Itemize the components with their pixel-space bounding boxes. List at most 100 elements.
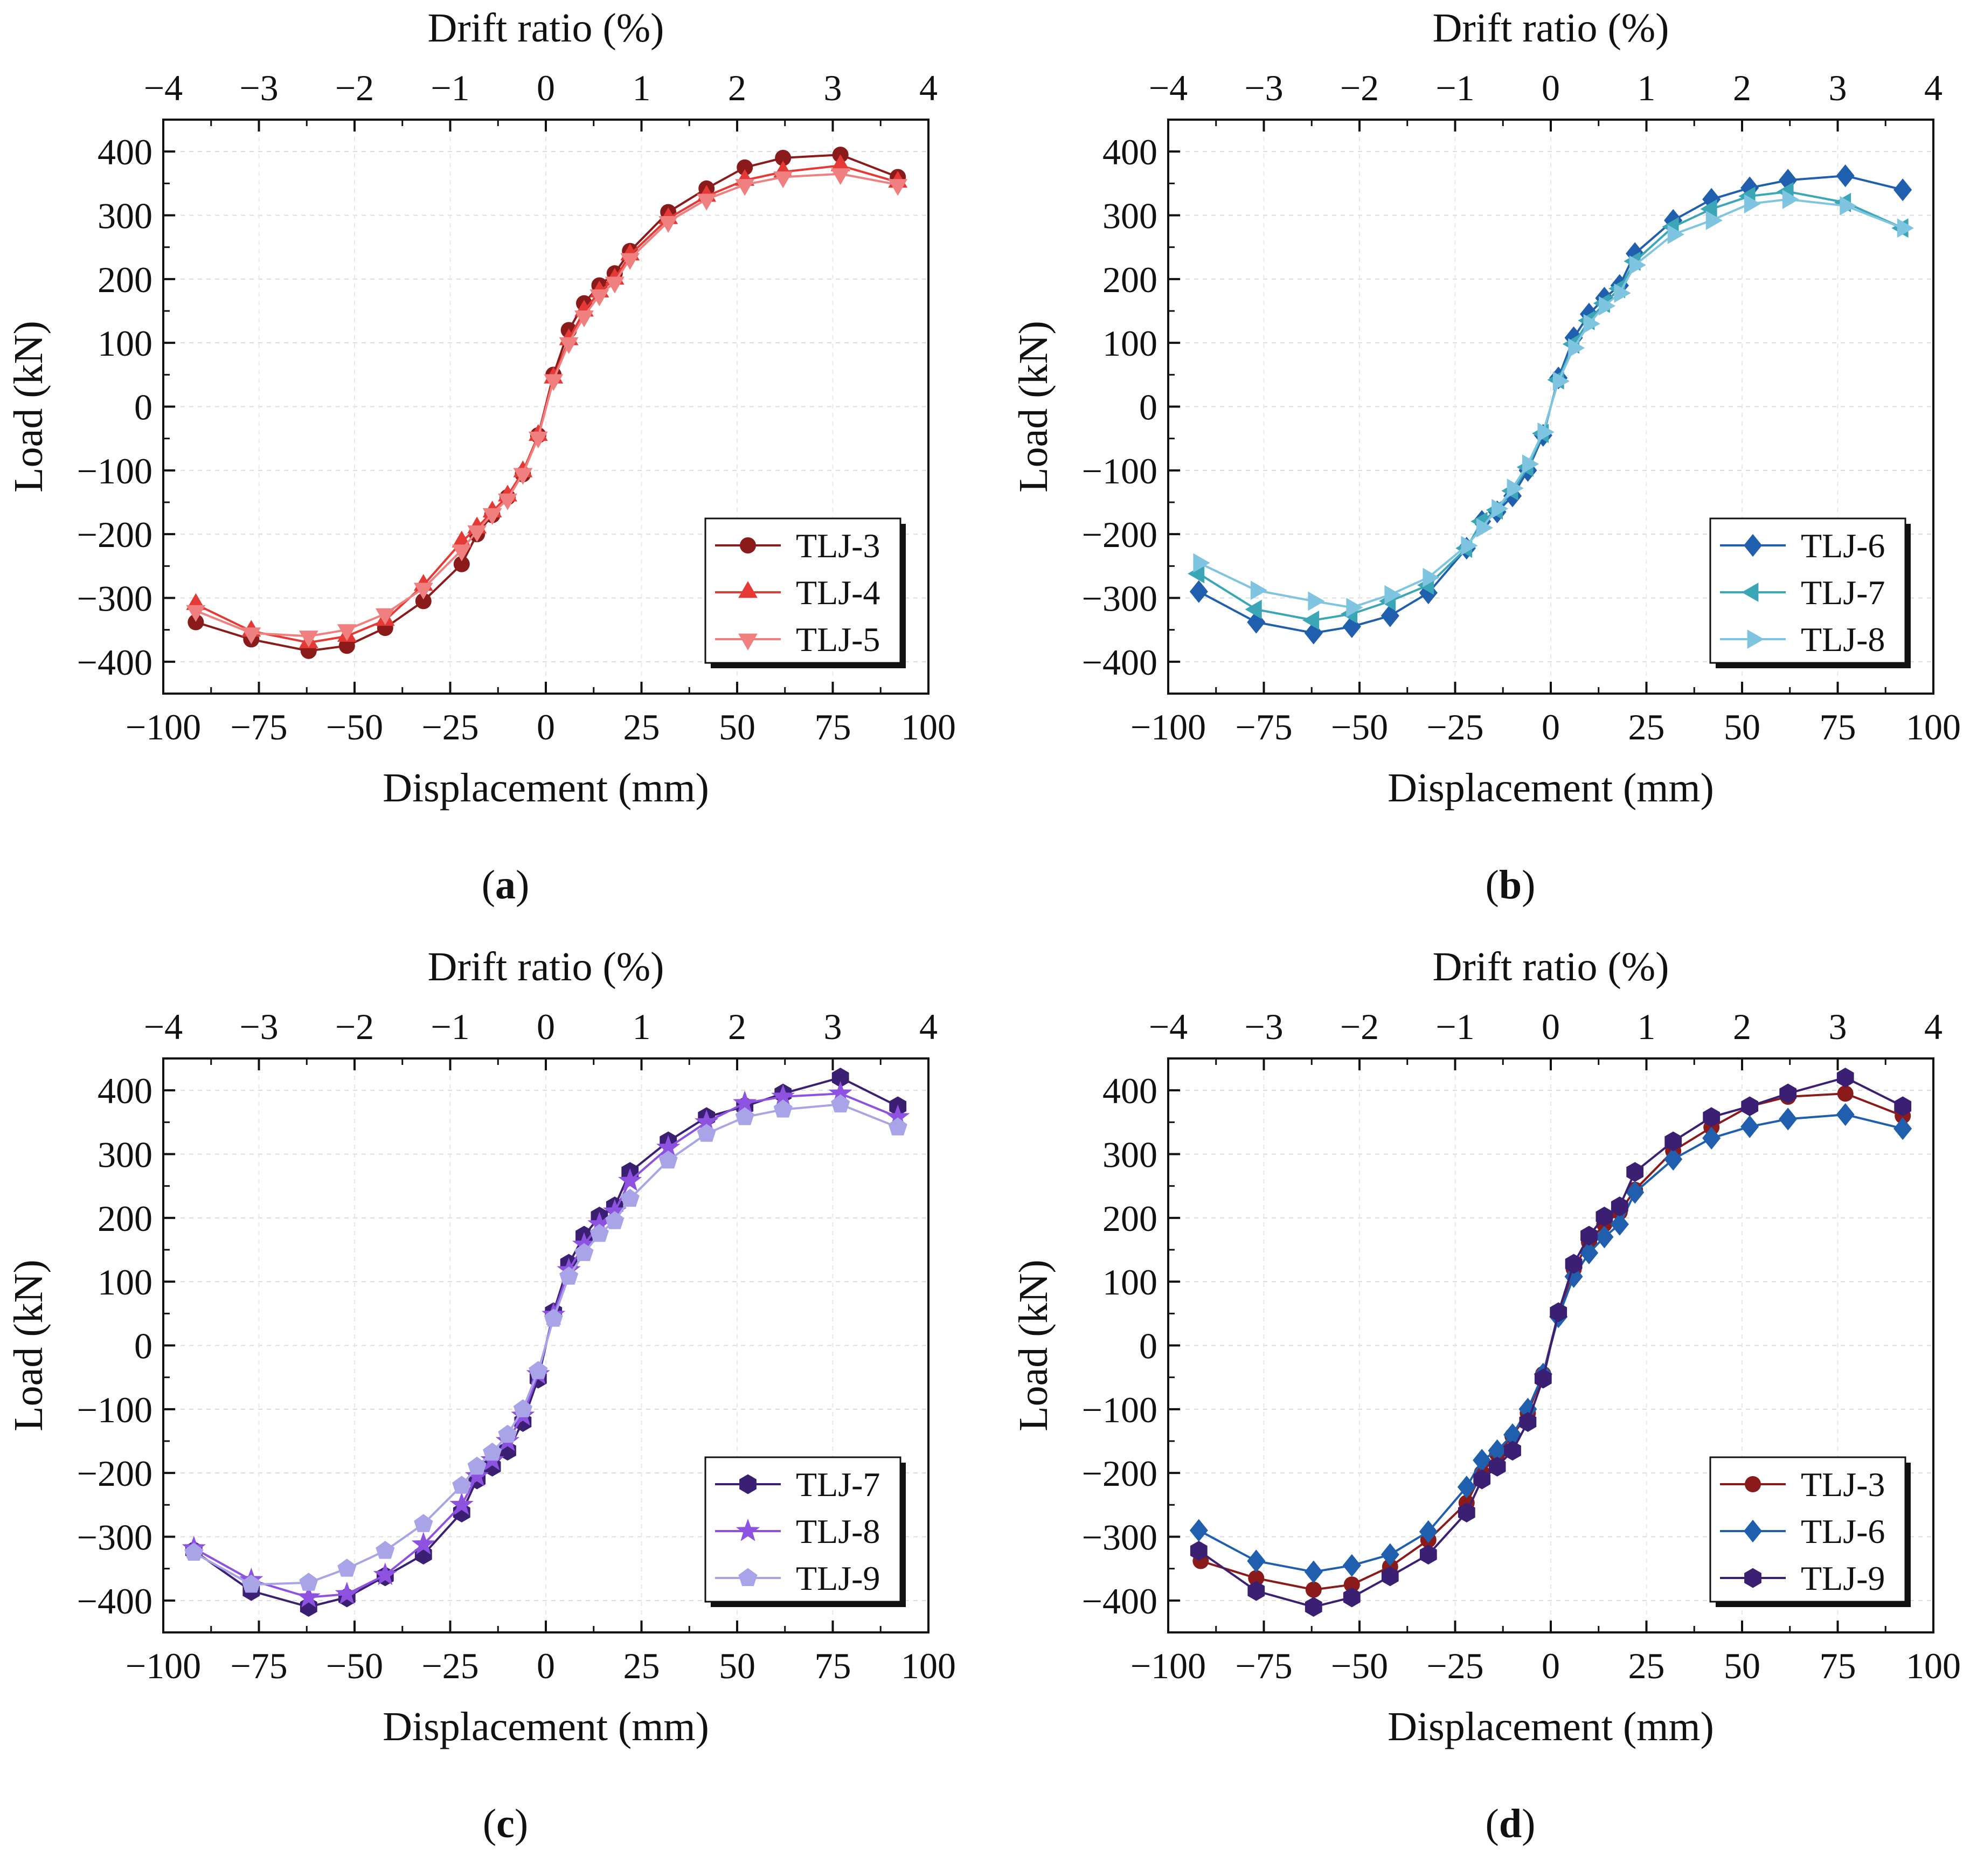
legend-label: TLJ-9: [1801, 1559, 1885, 1597]
x-tick-label: 75: [1820, 707, 1856, 747]
top-tick-label: −3: [239, 67, 278, 108]
x-tick-label: 100: [901, 707, 956, 747]
data-point: [186, 605, 206, 622]
top-tick-label: 1: [1638, 67, 1656, 108]
top-tick-label: −4: [1149, 1006, 1188, 1047]
legend-marker: [738, 1568, 758, 1586]
data-point: [1614, 283, 1631, 303]
top-tick-label: 1: [1638, 1006, 1656, 1047]
data-point: [1193, 553, 1210, 573]
data-point: [1245, 599, 1262, 619]
x-tick-label: 50: [719, 707, 755, 747]
data-point: [1595, 1226, 1614, 1249]
x-tick-label: −75: [230, 707, 287, 747]
series-tlj-9: [184, 1094, 907, 1593]
data-point: [1304, 1560, 1323, 1583]
y-tick-label: 400: [1102, 131, 1157, 172]
data-point: [1343, 1587, 1361, 1608]
data-point: [1840, 196, 1857, 216]
panel-label: (c): [483, 1801, 528, 1846]
data-point: [528, 431, 548, 449]
top-axis-title: Drift ratio (%): [1433, 5, 1669, 51]
top-tick-label: 4: [1924, 1006, 1943, 1047]
legend-marker: [738, 633, 758, 650]
panel-label-open: (: [482, 862, 495, 908]
data-point: [376, 1541, 395, 1559]
y-tick-label: 0: [134, 1326, 152, 1367]
data-point: [1779, 1083, 1797, 1104]
y-tick-label: 200: [98, 1198, 152, 1239]
data-point: [1189, 1519, 1208, 1542]
data-point: [658, 1150, 678, 1169]
top-tick-label: 4: [919, 1006, 938, 1047]
data-point: [513, 1399, 532, 1417]
data-point: [1741, 1096, 1759, 1117]
top-tick-label: −4: [144, 1006, 183, 1047]
x-tick-label: −50: [326, 1645, 383, 1686]
data-point: [1610, 1213, 1629, 1236]
x-tick-label: 75: [815, 1645, 851, 1686]
legend-label: TLJ-7: [796, 1465, 880, 1504]
data-point: [337, 1559, 357, 1577]
data-point: [413, 583, 433, 600]
x-tick-label: −25: [1426, 707, 1483, 747]
data-point: [453, 556, 470, 572]
data-point: [467, 525, 487, 543]
y-tick-label: −400: [77, 1581, 152, 1622]
top-tick-label: −1: [1435, 1006, 1474, 1047]
data-point: [1247, 611, 1266, 634]
legend-marker: [738, 581, 758, 598]
top-tick-label: −3: [239, 1006, 278, 1047]
data-point: [1343, 1576, 1360, 1593]
top-tick-label: 2: [1733, 1006, 1751, 1047]
top-tick-label: −3: [1244, 67, 1283, 108]
data-point: [1897, 218, 1914, 238]
y-tick-label: −300: [1082, 578, 1157, 619]
panel-label-close: ): [1522, 862, 1535, 908]
data-point: [775, 150, 792, 166]
top-tick-label: 3: [824, 67, 842, 108]
data-point: [735, 179, 755, 196]
data-point: [1564, 1265, 1583, 1288]
data-point: [414, 1514, 433, 1532]
data-point: [589, 1223, 609, 1242]
data-point: [773, 171, 793, 189]
data-point: [1705, 210, 1723, 230]
legend: TLJ-3 TLJ-4 TLJ-5: [704, 517, 906, 668]
series-tlj-5: [186, 168, 908, 648]
x-tick-label: 50: [1724, 707, 1760, 747]
y-axis-title: Load (kN): [6, 1259, 51, 1431]
panel-label-close: ): [515, 1801, 528, 1846]
data-point: [888, 179, 908, 196]
data-point: [1596, 1207, 1613, 1227]
data-point: [544, 374, 564, 391]
data-point: [375, 608, 395, 625]
data-point: [1519, 1412, 1537, 1432]
x-tick-label: 0: [1542, 1645, 1560, 1686]
data-point: [1836, 1068, 1854, 1088]
data-point: [1305, 1597, 1322, 1617]
top-tick-label: 1: [633, 67, 651, 108]
legend-label: TLJ-6: [1801, 527, 1885, 565]
panel-label: (d): [1486, 1801, 1536, 1846]
data-point: [1568, 338, 1585, 358]
data-point: [605, 1211, 625, 1229]
data-point: [1837, 1085, 1854, 1102]
data-point: [1626, 1162, 1644, 1182]
data-point: [574, 1243, 594, 1261]
data-point: [773, 1099, 793, 1118]
legend-label: TLJ-5: [796, 620, 880, 659]
legend-marker: [740, 537, 756, 553]
y-tick-label: 200: [1102, 1198, 1157, 1239]
y-tick-label: 100: [1102, 1262, 1157, 1303]
legend-label: TLJ-7: [1801, 573, 1885, 612]
y-tick-label: −100: [77, 451, 152, 492]
x-tick-label: −50: [326, 707, 383, 747]
legend-label: TLJ-3: [796, 527, 880, 565]
y-axis-title: Load (kN): [1011, 321, 1056, 493]
data-point: [589, 289, 609, 307]
data-point: [697, 193, 717, 211]
data-point: [452, 544, 471, 562]
y-axis-title: Load (kN): [1011, 1259, 1056, 1431]
